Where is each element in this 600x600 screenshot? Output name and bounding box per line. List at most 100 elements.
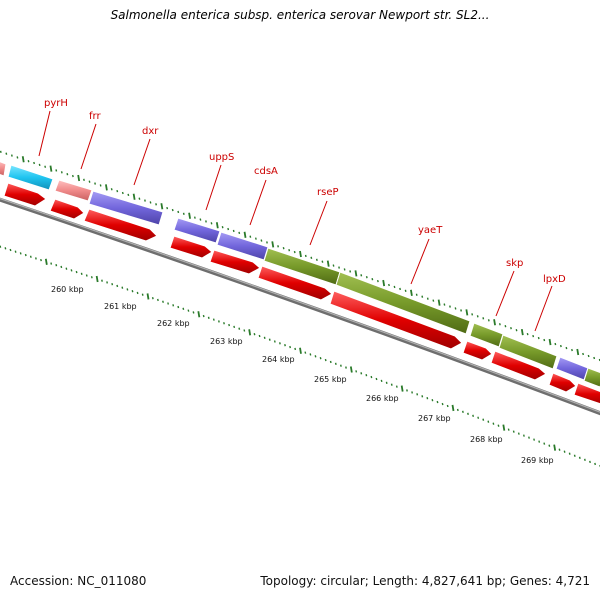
tick-mark [493,319,496,326]
scale-label: 266 kbp [366,394,399,403]
tick-mark [243,329,246,332]
tick-mark [437,299,441,306]
tick-mark [548,444,551,447]
label-pyrH: pyrH [38,98,68,157]
tick-mark [110,188,113,191]
tick-mark [90,276,93,279]
tick-mark [238,327,241,330]
tick-mark [34,257,37,260]
tick-mark [399,287,401,291]
tick-mark [390,383,393,386]
tick-mark [166,206,169,210]
tick-mark [182,212,185,215]
accession-text: Accession: NC_011080 [10,574,147,588]
tick-mark [528,436,530,439]
tick-mark [421,295,424,298]
tick-mark [309,353,312,356]
tick-mark [554,342,557,346]
tick-mark [266,241,268,244]
tick-mark [492,422,495,425]
tick-mark [228,323,231,327]
tick-mark [558,448,561,451]
tick-mark [526,332,529,336]
tick-mark [594,462,597,466]
tick-mark [193,216,196,219]
map-title: Salmonella enterica subsp. enterica sero… [110,8,490,22]
tick-mark [432,299,435,302]
tick-mark [548,338,552,346]
tick-mark [467,412,469,415]
tick-mark [243,231,247,238]
tick-mark [343,268,346,271]
tick-mark [151,297,154,300]
tick-mark [99,184,102,187]
tick-mark [370,375,373,379]
label-lpxD: lpxD [534,274,566,332]
tick-mark [404,289,407,293]
tick-mark [587,354,590,358]
tick-mark [131,289,134,293]
tick-mark [304,254,307,258]
tick-mark [182,307,185,311]
cds-arrow [257,265,333,301]
tick-mark [44,258,48,265]
tick-mark [49,165,53,172]
tick-mark [121,191,124,195]
tick-mark [446,404,449,408]
tick-mark [126,288,129,291]
tick-mark [282,247,285,250]
tick-mark [543,442,546,445]
tick-mark [426,397,429,400]
tick-mark [443,303,446,306]
tick-mark [543,338,546,342]
scale-label: 262 kbp [157,319,190,328]
tick-mark [278,342,281,345]
tick-mark [487,420,490,423]
tick-mark [319,357,322,360]
svg-text:yaeT: yaeT [418,225,443,236]
tick-mark [380,379,383,383]
topology-summary: Topology: circular; Length: 4,827,641 bp… [260,574,590,588]
cds-arrow [573,382,600,405]
tick-mark [10,154,13,157]
tick-mark [522,434,525,437]
tick-mark [517,432,520,435]
tick-mark [205,220,207,223]
outer-tick-ring [0,150,600,362]
tick-mark [426,297,429,300]
tick-mark [299,347,302,354]
cds-arrow [462,340,493,361]
tick-mark [411,391,414,394]
tick-mark [520,329,524,336]
tick-mark [197,311,201,318]
tick-mark [60,171,63,174]
tick-mark [14,250,17,253]
cds-arrow [3,182,47,207]
tick-mark [345,366,347,369]
tick-mark [0,245,2,248]
tick-mark [249,235,252,238]
tick-mark [326,260,330,267]
tick-mark [167,302,170,305]
tick-mark [460,309,462,312]
tick-mark [202,314,205,318]
tick-mark [360,274,363,277]
tick-mark [0,150,2,154]
tick-mark [329,360,332,364]
tick-mark [55,264,58,267]
tick-mark [349,270,352,273]
tick-mark [238,231,241,235]
tick-mark [156,298,159,302]
tick-mark [227,227,230,231]
tick-mark [77,174,81,182]
tick-mark [538,440,541,443]
tick-mark [376,279,379,283]
tick-mark [188,212,191,219]
tick-mark [16,156,19,159]
tick-mark [248,329,252,336]
tick-mark [105,184,108,191]
tick-mark [187,309,190,312]
tick-mark [4,247,7,250]
tick-mark [371,277,374,281]
